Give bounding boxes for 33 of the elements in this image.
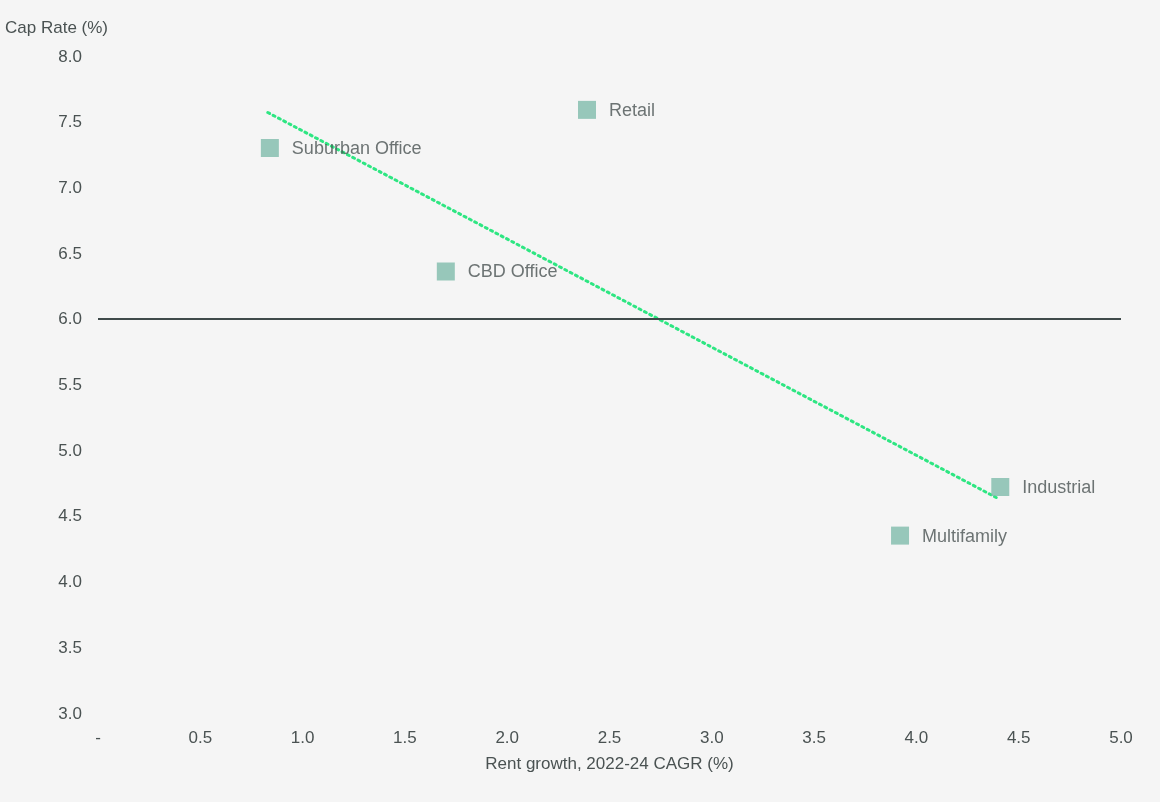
y-tick-label: 7.5 (58, 112, 82, 132)
y-tick-label: 5.5 (58, 375, 82, 394)
x-tick-label: 0.5 (188, 728, 213, 747)
x-tick-label: 1.5 (393, 728, 417, 747)
annotation: Multifamily (922, 525, 1008, 546)
y-tick-label: 3.0 (58, 703, 82, 723)
x-tick-label: 1.0 (290, 728, 315, 747)
x-tick-label: 2.5 (597, 728, 622, 747)
x-tick-label: 4.5 (1006, 728, 1031, 747)
y-tick-label: 3.5 (58, 637, 82, 657)
annotation: Industrial (1022, 476, 1096, 497)
x-tick-label: - (95, 728, 101, 747)
annotation: Retail (608, 99, 656, 120)
x-tick-label: 3.0 (699, 728, 724, 747)
annotation: CBD Office (467, 261, 558, 282)
x-tick-label: 5.0 (1109, 728, 1133, 747)
x-axis-title: Rent growth, 2022-24 CAGR (%) (485, 754, 734, 773)
point (436, 262, 455, 281)
x-tick-label: 2.0 (495, 728, 520, 747)
y-tick-label: 4.0 (58, 572, 82, 592)
y-tick-label: 6.0 (58, 309, 82, 329)
point (891, 526, 910, 545)
point (991, 477, 1010, 496)
y-axis-title: Cap Rate (%) (5, 18, 108, 37)
point (577, 100, 596, 119)
y-tick-label: 5.0 (58, 440, 82, 460)
x-tick-label: 4.0 (904, 728, 929, 747)
y-tick-label: 8.0 (58, 46, 82, 66)
y-tick-label: 7.0 (58, 177, 82, 197)
x-tick-label: 3.5 (802, 728, 826, 747)
point (260, 138, 279, 157)
y-tick-label: 6.5 (58, 243, 82, 263)
y-tick-label: 4.5 (58, 506, 82, 526)
